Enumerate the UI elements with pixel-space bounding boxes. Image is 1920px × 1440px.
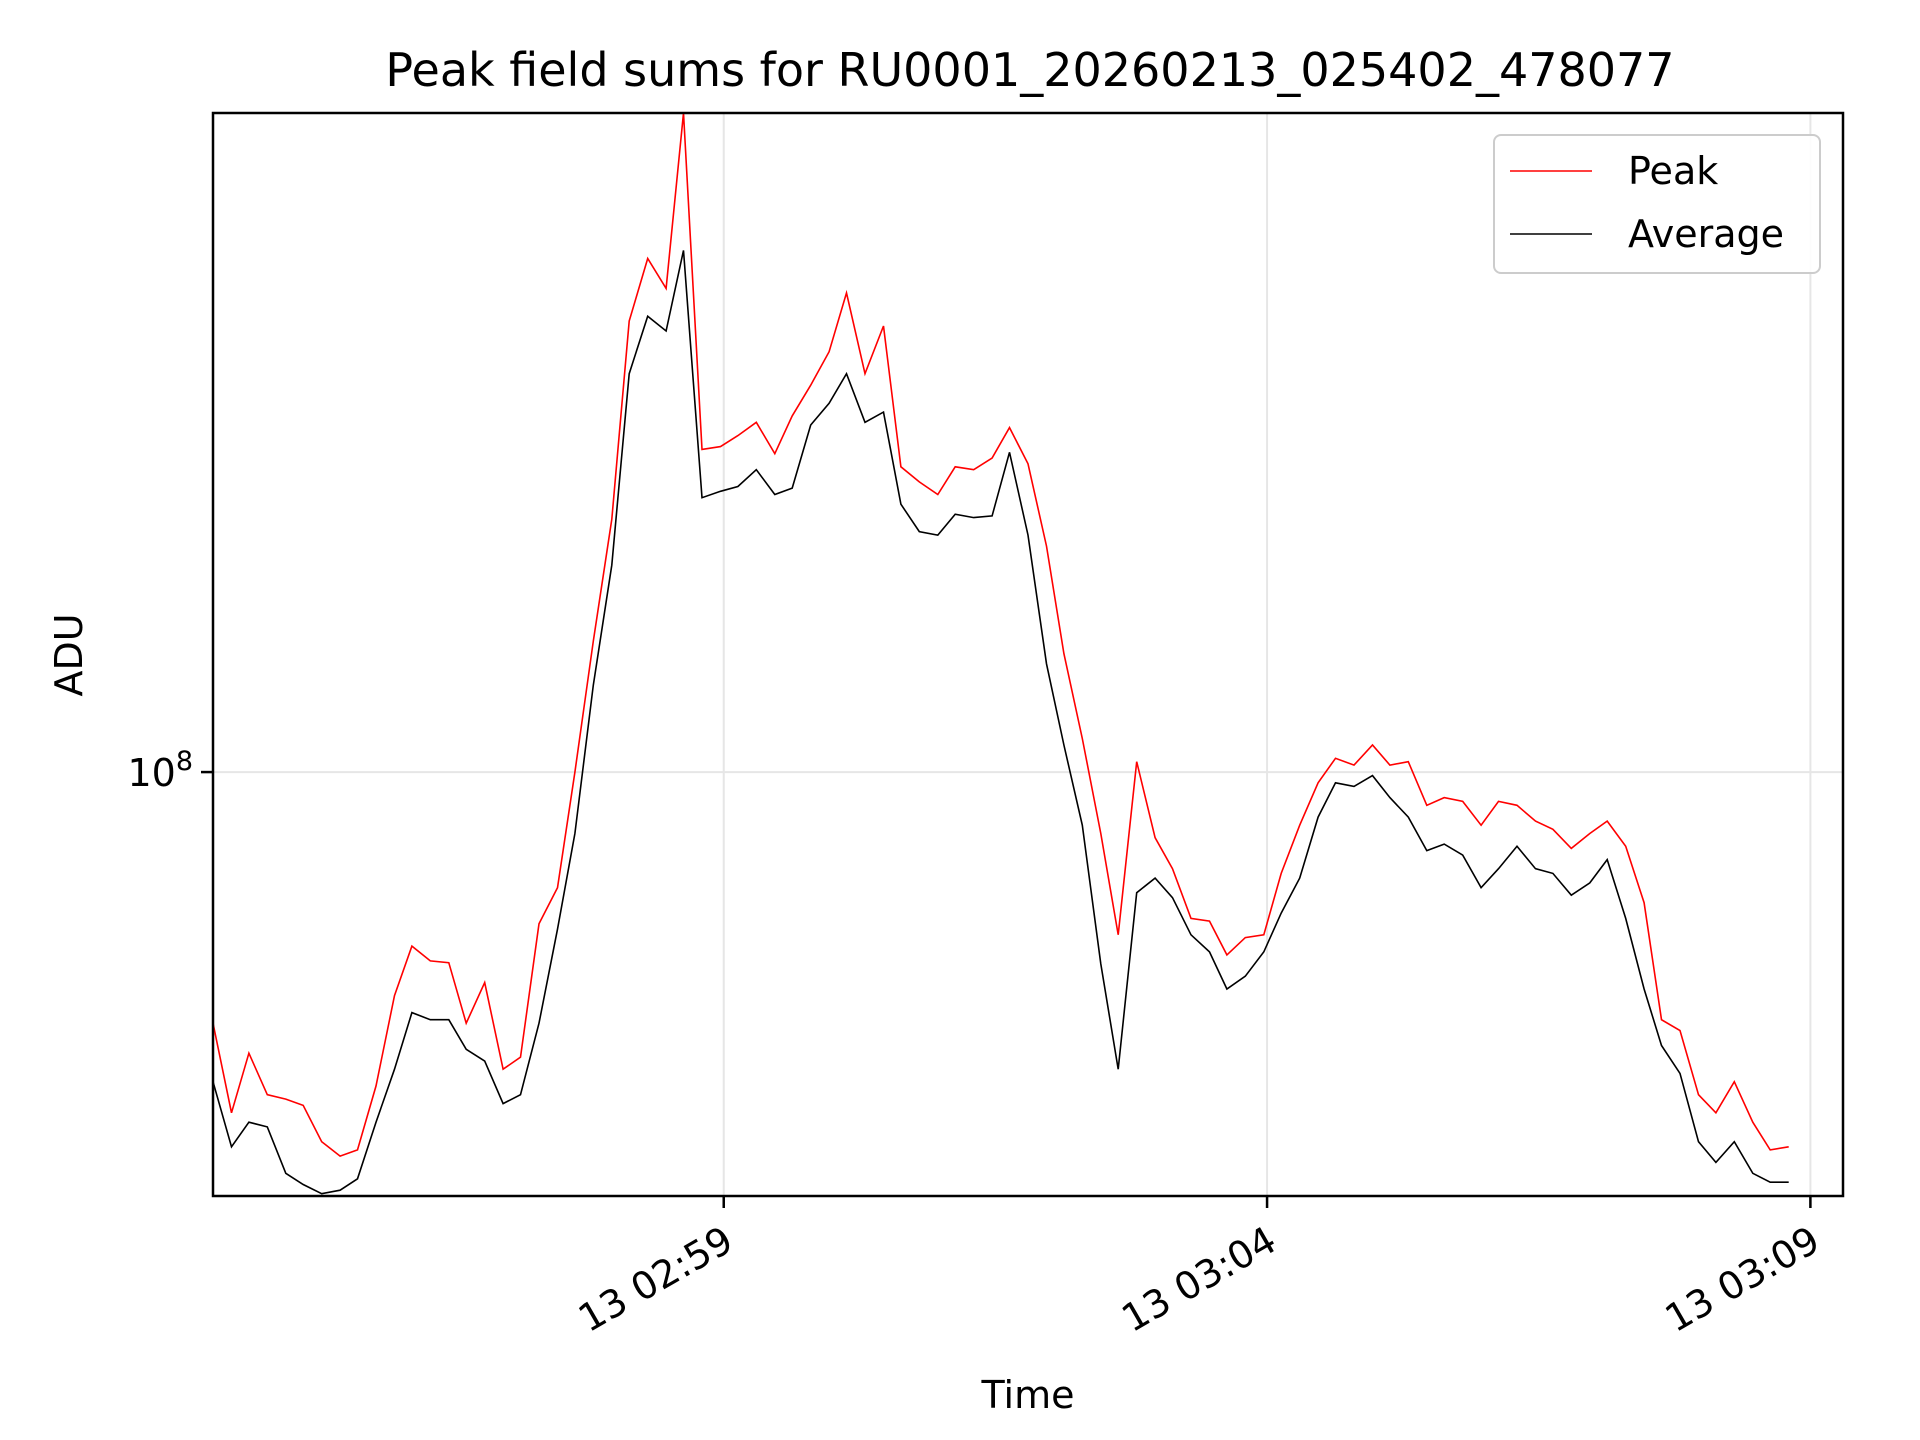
legend-label-peak: Peak xyxy=(1628,149,1718,193)
x-tick-label: 13 02:59 xyxy=(571,1218,740,1341)
y-tick-label: 108 xyxy=(127,746,193,795)
y-axis-label: ADU xyxy=(47,613,91,696)
legend-box xyxy=(1493,134,1821,274)
legend: Peak Average xyxy=(1493,134,1821,274)
plot-frame xyxy=(211,111,1845,1198)
series-line-peak xyxy=(213,113,1789,1158)
x-axis: 13 02:59 13 03:04 13 03:09 xyxy=(571,1196,1827,1341)
legend-label-average: Average xyxy=(1628,212,1784,256)
x-axis-label: Time xyxy=(981,1373,1075,1417)
plot-area xyxy=(213,113,1789,1195)
series-line-average xyxy=(213,250,1789,1195)
grid xyxy=(213,113,1843,1196)
y-axis: 108 xyxy=(127,746,213,795)
chart-title: Peak field sums for RU0001_20260213_0254… xyxy=(385,43,1674,97)
x-tick-label: 13 03:04 xyxy=(1114,1218,1283,1341)
x-tick-label: 13 03:09 xyxy=(1658,1218,1827,1341)
